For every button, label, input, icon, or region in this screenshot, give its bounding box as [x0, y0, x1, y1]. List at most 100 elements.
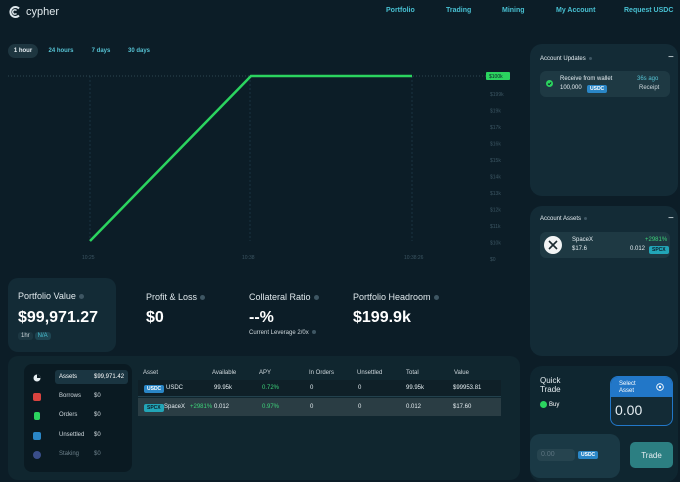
sidebar-unsettled-value: $0: [94, 432, 101, 438]
nav-mining[interactable]: Mining: [502, 7, 525, 14]
y-tick-label: $10k: [490, 241, 501, 247]
range-na: N/A: [34, 332, 51, 340]
sidebar-staking-value: $0: [94, 451, 101, 457]
unsettled-icon: [33, 432, 41, 440]
nav-my-account[interactable]: My Account: [556, 7, 596, 14]
cell-available: 0.012: [214, 404, 230, 410]
sidebar-borrows-value: $0: [94, 393, 101, 399]
headroom-label: Portfolio Headroom: [353, 292, 439, 302]
x-tick-label: 10:38:26: [404, 255, 424, 261]
cell-apy: 0.97%: [262, 404, 280, 410]
buy-toggle[interactable]: Buy: [540, 401, 559, 408]
sidebar-item-staking[interactable]: Staking: [59, 451, 80, 457]
account-updates-title: Account Updates: [540, 56, 592, 62]
trade-button[interactable]: Trade: [630, 442, 673, 468]
asset-price: $17.6: [572, 246, 588, 252]
cell-apy: 0.72%: [262, 385, 280, 391]
asset-change: +2981%: [190, 404, 213, 410]
leverage-label: Current Leverage 2/0x: [249, 330, 309, 336]
nav-trading[interactable]: Trading: [446, 7, 472, 14]
y-tick-label: $17k: [490, 125, 501, 131]
info-icon[interactable]: [584, 216, 588, 220]
update-item[interactable]: [540, 71, 670, 97]
account-assets-panel: [530, 206, 678, 356]
tab-24-hours[interactable]: 24 hours: [48, 48, 74, 54]
tab-7-days[interactable]: 7 days: [91, 48, 111, 54]
cell-available: 99.95k: [214, 385, 233, 391]
info-icon[interactable]: [311, 330, 316, 335]
settings-icon[interactable]: [656, 383, 664, 391]
collapse-updates-icon[interactable]: −: [668, 52, 674, 63]
buy-label: Buy: [549, 401, 560, 408]
current-value-tag: $100k: [486, 72, 510, 80]
info-icon[interactable]: [313, 295, 319, 301]
receipt-link[interactable]: Receipt: [639, 85, 660, 91]
asset-name: SpaceX: [572, 237, 594, 243]
pnl-value: $0: [146, 309, 164, 326]
sidebar-item-assets[interactable]: [55, 370, 128, 384]
table-row[interactable]: [138, 380, 501, 397]
cell-total: 0.012: [406, 404, 422, 410]
info-icon[interactable]: [200, 295, 206, 301]
orders-icon: [34, 412, 40, 420]
update-currency-badge: USDC: [587, 85, 608, 93]
account-assets-title-text: Account Assets: [540, 216, 582, 222]
current-value-tag-bg: [486, 72, 510, 80]
account-updates-panel: [530, 44, 678, 196]
update-amount: 100,000: [560, 85, 582, 91]
y-tick-label: $11k: [490, 224, 501, 230]
asset-name: SpaceX: [164, 404, 186, 410]
collapse-assets-icon[interactable]: −: [668, 213, 674, 224]
spacex-logo-icon: [544, 236, 562, 254]
amount-value: 0.00: [541, 451, 555, 458]
y-tick-label: $16k: [490, 142, 501, 148]
table-row[interactable]: [138, 398, 501, 416]
leverage-text: Current Leverage 2/0x: [249, 330, 316, 336]
portfolio-value-line: [89, 74, 412, 242]
brand-logo[interactable]: cypher: [8, 4, 59, 20]
sidebar-assets-value: $99,971.42: [94, 374, 125, 380]
sidebar-item-unsettled[interactable]: Unsettled: [59, 432, 85, 438]
info-icon[interactable]: [78, 294, 84, 300]
cell-value: $17.60: [453, 404, 472, 410]
cell-unsettled: 0: [358, 385, 362, 391]
asset-badge: SPCX: [649, 246, 669, 254]
y-tick-label: $199k: [490, 92, 504, 98]
sidebar-item-borrows[interactable]: Borrows: [59, 393, 82, 399]
sidebar-item-orders[interactable]: Orders: [59, 412, 78, 418]
tab-30-days[interactable]: 30 days: [127, 48, 151, 54]
brand-name: cypher: [26, 6, 60, 18]
account-updates-title-text: Account Updates: [540, 56, 586, 62]
cell-value: $99953.81: [453, 385, 482, 391]
portfolio-value-label-text: Portfolio Value: [18, 291, 76, 301]
y-tick-label: $12k: [490, 208, 501, 214]
collateral-value: --%: [249, 309, 274, 326]
info-icon[interactable]: [433, 295, 439, 301]
quick-trade-title: Quick Trade: [540, 376, 561, 394]
pie-chart-icon: [33, 374, 41, 382]
spcx-badge: SPCX: [144, 404, 164, 412]
nav-request-usdc[interactable]: Request USDC: [624, 7, 674, 14]
range-1hr[interactable]: 1hr: [18, 332, 33, 340]
tab-1-hour[interactable]: 1 hour: [8, 44, 38, 58]
y-tick-label: $13k: [490, 191, 501, 197]
cell-total: 99.95k: [406, 385, 425, 391]
nav-portfolio[interactable]: Portfolio: [386, 7, 415, 14]
staking-icon: [33, 451, 41, 459]
amount-input[interactable]: [537, 449, 575, 461]
select-asset-header[interactable]: [611, 377, 672, 397]
info-icon[interactable]: [588, 56, 592, 60]
portfolio-range: 1hr N/A: [18, 332, 51, 340]
col-total: Total: [406, 370, 419, 376]
usdc-badge: USDC: [144, 385, 165, 393]
col-available: Available: [212, 370, 237, 376]
portfolio-value: $99,971.27: [18, 309, 99, 326]
col-value: Value: [454, 370, 469, 376]
select-asset-value: 0.00: [615, 402, 643, 418]
col-apy: APY: [259, 370, 272, 376]
buy-indicator-icon: [540, 401, 547, 408]
headroom-value: $199.9k: [353, 309, 411, 326]
select-asset-label: Select Asset: [619, 381, 636, 394]
y-tick-label: $14k: [490, 175, 501, 181]
cell-orders: 0: [310, 404, 314, 410]
